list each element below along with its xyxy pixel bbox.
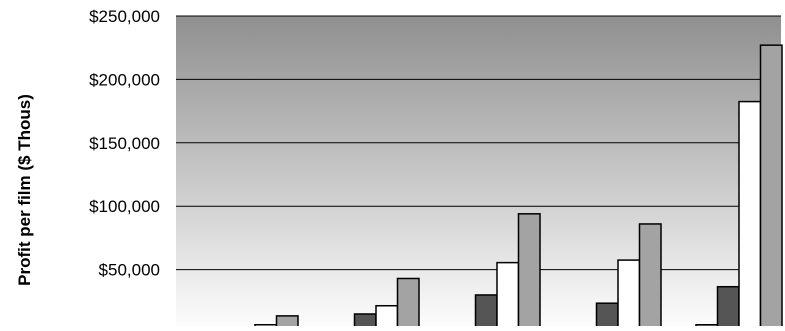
y-tick-label: $100,000: [89, 197, 160, 216]
bar-series-2-group-5: [716, 285, 740, 331]
y-axis-title: Profit per film ($ Thous): [15, 94, 34, 286]
y-tick-label: $50,000: [99, 261, 160, 280]
y-tick-label: $200,000: [89, 70, 160, 89]
bar-series-4-group-5: [759, 44, 783, 331]
plot-area-background: [176, 16, 781, 331]
bar-series-3-group-3: [496, 261, 520, 331]
y-tick-label: $150,000: [89, 134, 160, 153]
y-axis-ticks: $0$50,000$100,000$150,000$200,000$250,00…: [89, 7, 160, 331]
bars: [211, 44, 783, 331]
bar-series-2-group-3: [474, 294, 498, 331]
bar-series-4-group-2: [396, 277, 420, 331]
bar-series-4-group-4: [638, 223, 662, 331]
bar-series-3-group-5: [738, 100, 762, 331]
bar-series-4-group-3: [517, 213, 541, 331]
gridlines: [176, 15, 781, 271]
bar-series-4-group-1: [275, 315, 299, 331]
y-tick-label: $250,000: [89, 7, 160, 26]
bar-series-2-group-4: [595, 302, 619, 331]
bar-series-3-group-2: [375, 304, 399, 331]
bar-series-3-group-4: [617, 259, 641, 331]
bar-series-2-group-2: [353, 313, 377, 331]
